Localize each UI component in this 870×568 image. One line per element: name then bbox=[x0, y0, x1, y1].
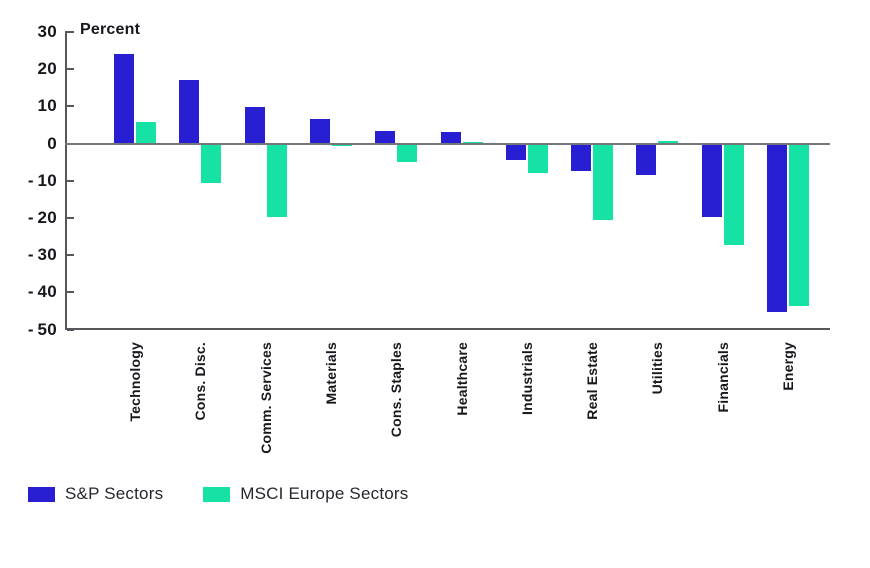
bar-s-p-sectors-healthcare bbox=[440, 131, 461, 144]
y-tick-label-10: 10 bbox=[37, 96, 57, 116]
bar-s-p-sectors-energy bbox=[767, 144, 787, 312]
bar-s-p-sectors-materials bbox=[309, 119, 330, 144]
y-tick-label--50: - 50 bbox=[27, 319, 57, 339]
x-axis-label-text: Utilities bbox=[649, 342, 666, 395]
x-axis-label-materials: Materials bbox=[323, 342, 339, 477]
x-axis-label-text: Cons. Staples bbox=[388, 342, 405, 438]
x-axis-label-real-estate: Real Estate bbox=[584, 342, 600, 477]
legend-swatch-s-p-sectors bbox=[28, 486, 55, 502]
y-tick-label-30: 30 bbox=[37, 21, 57, 41]
x-axis-label-energy: Energy bbox=[780, 342, 796, 477]
x-axis-baseline bbox=[65, 328, 830, 330]
x-axis-label-text: Healthcare bbox=[453, 342, 470, 416]
legend-item-s-p-sectors: S&P Sectors bbox=[28, 484, 163, 504]
y-tick-mark--30 bbox=[67, 254, 74, 257]
bar-msci-europe-sectors-energy bbox=[789, 144, 809, 307]
x-axis-label-text: Technology bbox=[127, 342, 143, 422]
x-axis-label-healthcare: Healthcare bbox=[454, 342, 470, 477]
y-tick-label--20: - 20 bbox=[27, 207, 57, 227]
y-tick-mark-30 bbox=[67, 30, 74, 33]
x-axis-label-cons-staples: Cons. Staples bbox=[388, 342, 404, 477]
x-axis-label-text: Cons. Disc. bbox=[192, 342, 209, 421]
bar-s-p-sectors-comm-services bbox=[244, 107, 265, 144]
y-tick-mark--10 bbox=[67, 179, 74, 182]
legend-label-s-p-sectors: S&P Sectors bbox=[65, 484, 164, 503]
bar-s-p-sectors-industrials bbox=[505, 144, 526, 161]
y-tick-label--10: - 10 bbox=[27, 170, 57, 190]
y-tick-mark--20 bbox=[67, 216, 74, 219]
y-axis-line bbox=[65, 31, 67, 330]
legend-item-msci-europe-sectors: MSCI Europe Sectors bbox=[203, 484, 408, 504]
x-axis-label-text: Materials bbox=[322, 342, 339, 405]
bar-msci-europe-sectors-utilities bbox=[658, 140, 679, 144]
x-axis-label-utilities: Utilities bbox=[649, 342, 665, 477]
x-axis-label-text: Real Estate bbox=[584, 342, 601, 420]
legend-swatch-msci-europe-sectors bbox=[203, 486, 231, 502]
x-axis-label-cons-disc: Cons. Disc. bbox=[192, 342, 208, 477]
y-tick-mark-10 bbox=[67, 105, 74, 108]
bar-s-p-sectors-cons-staples bbox=[375, 131, 396, 144]
zero-line bbox=[65, 143, 830, 145]
y-tick-label--40: - 40 bbox=[27, 282, 57, 302]
y-tick-label-0: 0 bbox=[47, 133, 57, 153]
bar-s-p-sectors-cons-disc bbox=[179, 80, 200, 144]
bar-msci-europe-sectors-industrials bbox=[527, 144, 548, 174]
y-axis-title: Percent bbox=[80, 21, 141, 38]
x-axis-label-text: Energy bbox=[780, 342, 796, 391]
bar-s-p-sectors-financials bbox=[701, 144, 722, 218]
bar-s-p-sectors-technology bbox=[114, 54, 134, 144]
x-axis-label-text: Financials bbox=[714, 342, 731, 413]
bar-msci-europe-sectors-comm-services bbox=[266, 144, 287, 218]
legend: S&P Sectors MSCI Europe Sectors bbox=[28, 484, 408, 504]
x-axis-label-industrials: Industrials bbox=[519, 342, 535, 477]
bar-msci-europe-sectors-materials bbox=[331, 144, 352, 147]
bar-s-p-sectors-utilities bbox=[636, 144, 657, 176]
bar-msci-europe-sectors-cons-staples bbox=[397, 144, 418, 163]
x-axis-label-financials: Financials bbox=[715, 342, 731, 477]
bar-msci-europe-sectors-real-estate bbox=[593, 144, 614, 221]
bar-s-p-sectors-real-estate bbox=[571, 144, 592, 171]
y-tick-mark--40 bbox=[67, 291, 74, 294]
legend-label-msci-europe-sectors: MSCI Europe Sectors bbox=[240, 484, 409, 503]
y-tick-label--30: - 30 bbox=[27, 245, 57, 265]
y-tick-mark-20 bbox=[67, 68, 74, 71]
y-tick-label-20: 20 bbox=[37, 59, 57, 79]
x-axis-label-text: Industrials bbox=[518, 342, 535, 415]
bar-msci-europe-sectors-healthcare bbox=[462, 141, 483, 144]
x-axis-label-technology: Technology bbox=[127, 342, 143, 477]
x-axis-label-text: Comm. Services bbox=[257, 342, 274, 454]
bar-msci-europe-sectors-cons-disc bbox=[201, 144, 222, 183]
x-axis-label-comm-services: Comm. Services bbox=[258, 342, 274, 477]
bar-msci-europe-sectors-technology bbox=[136, 122, 156, 144]
bar-msci-europe-sectors-financials bbox=[723, 144, 744, 245]
